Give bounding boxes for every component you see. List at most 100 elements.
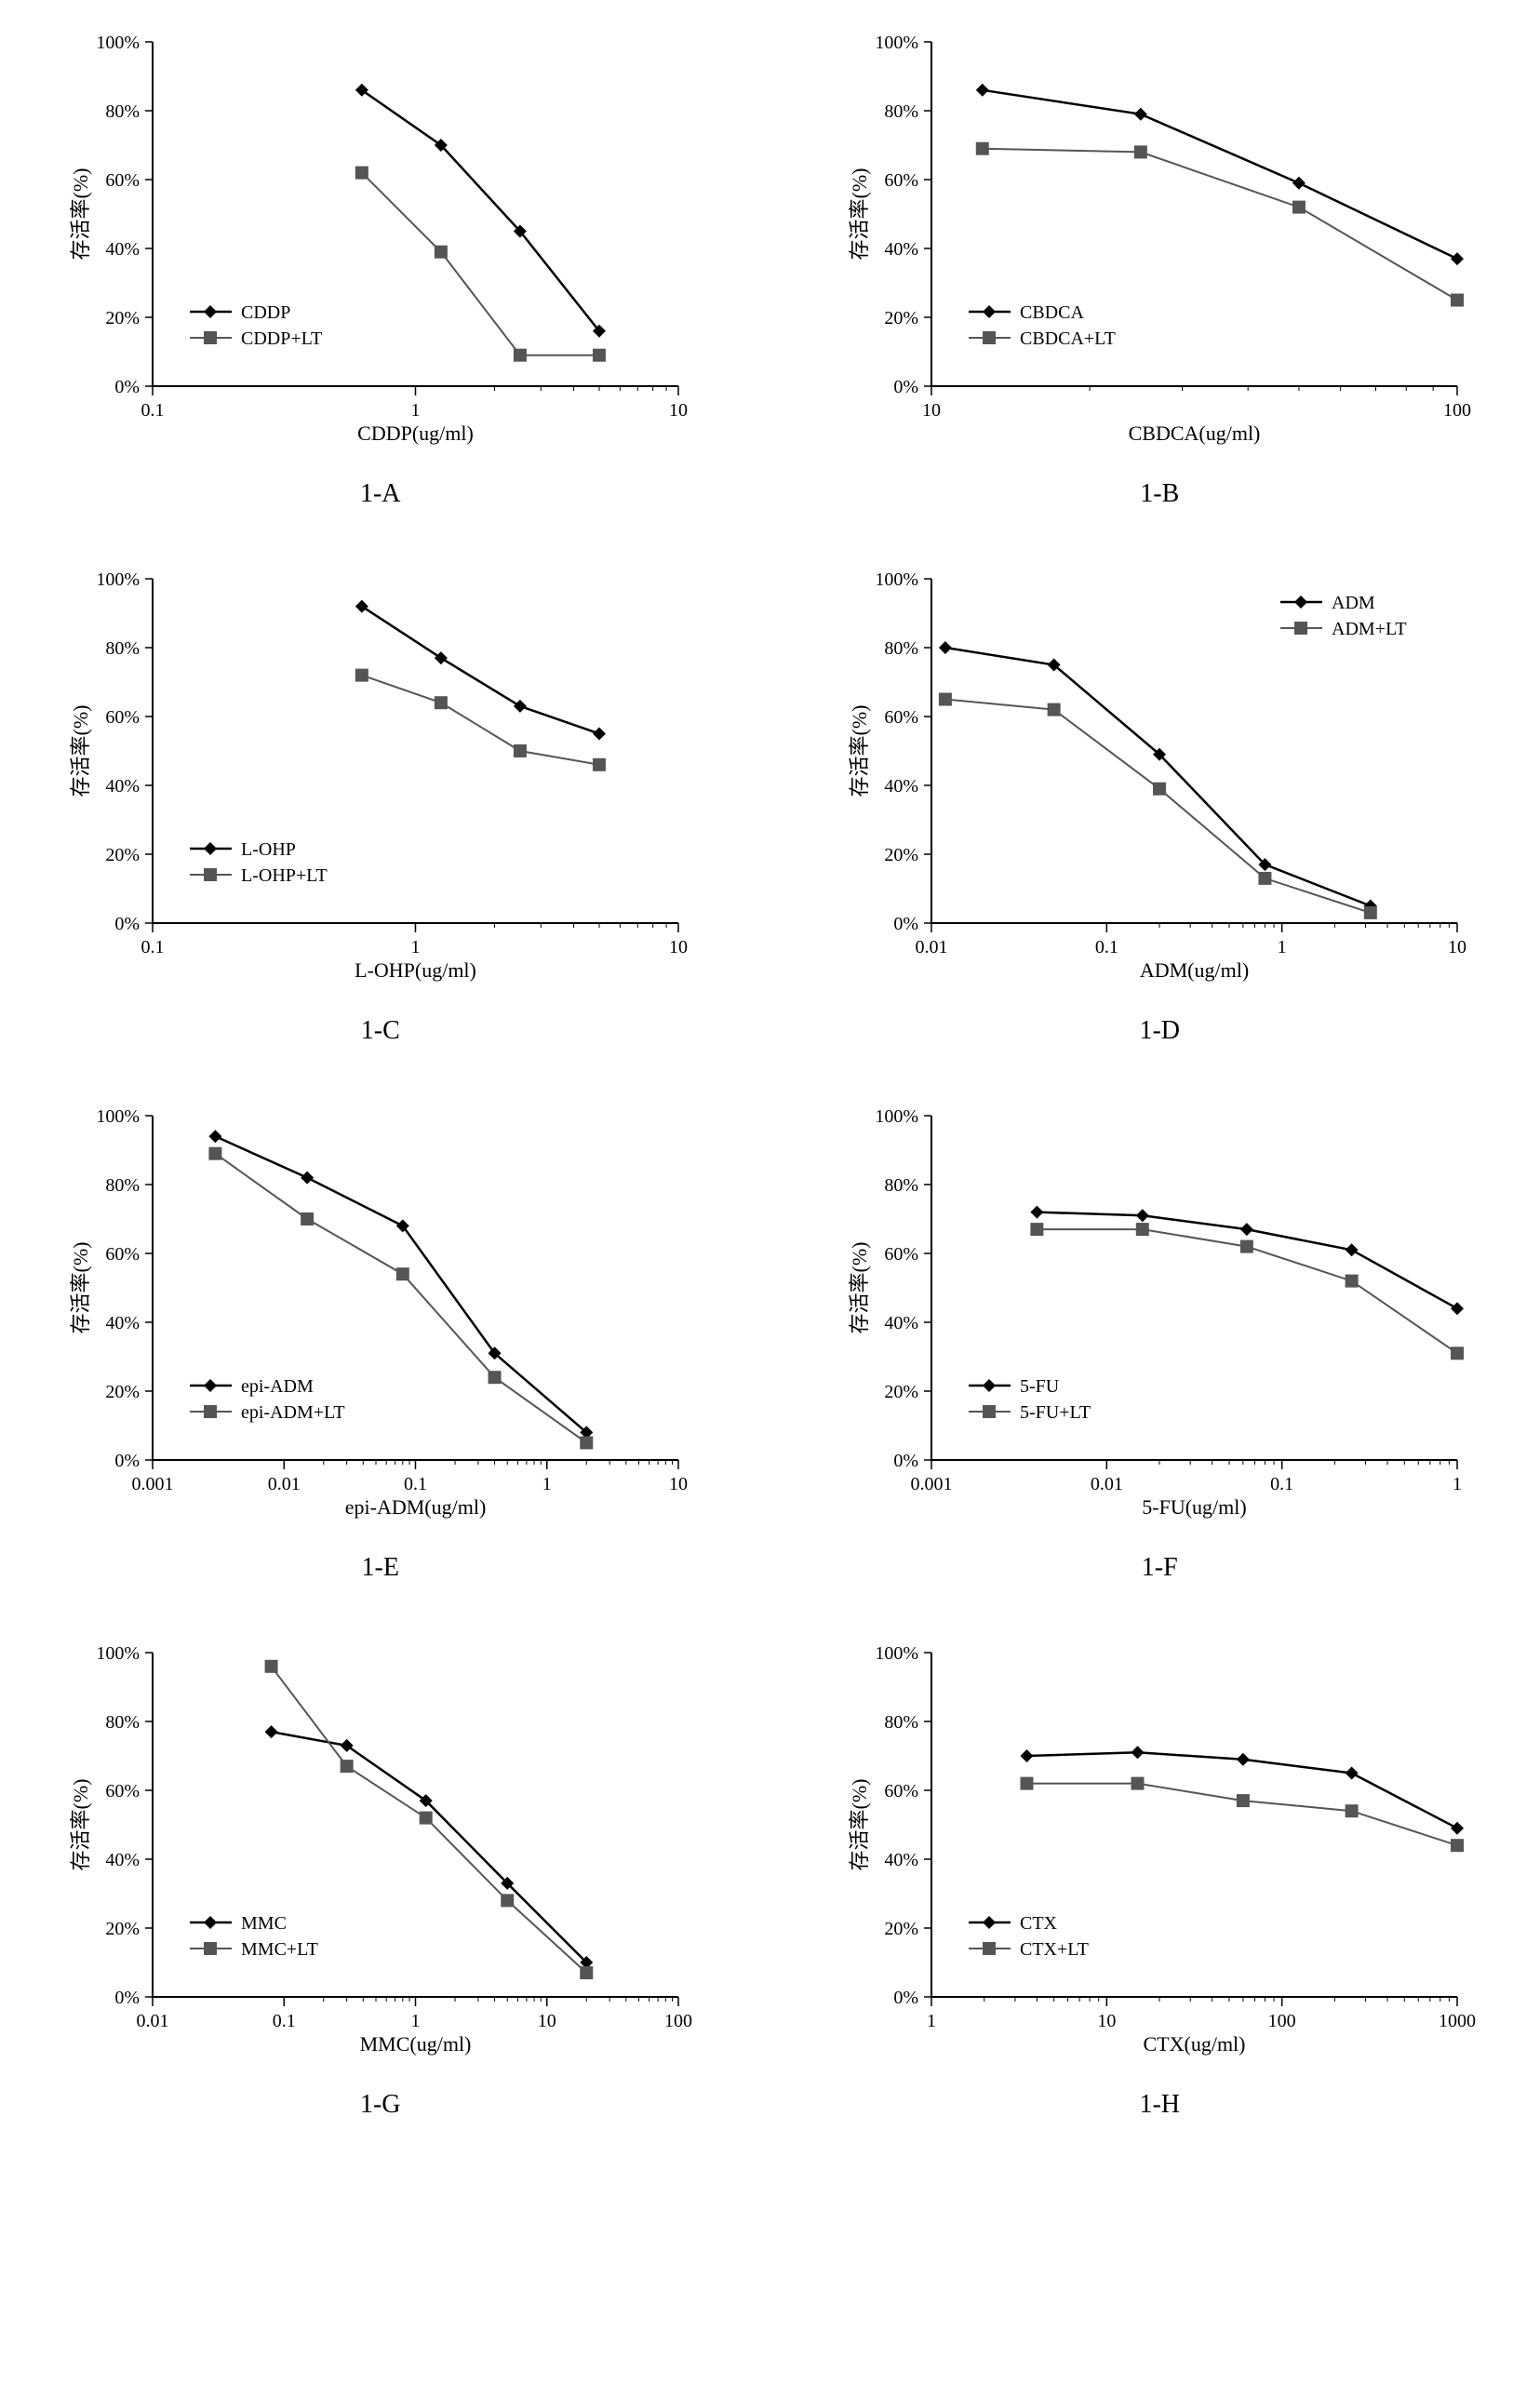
svg-text:ADM+LT: ADM+LT bbox=[1332, 619, 1407, 639]
chart-panel-1-F: 0%20%40%60%80%100%0.0010.010.11存活率(%)5-F… bbox=[808, 1102, 1513, 1583]
svg-text:0.001: 0.001 bbox=[911, 1474, 953, 1494]
chart-panel-1-D: 0%20%40%60%80%100%0.010.1110存活率(%)ADM(ug… bbox=[808, 565, 1513, 1046]
svg-text:60%: 60% bbox=[885, 170, 919, 191]
panel-label: 1-G bbox=[360, 2090, 401, 2120]
svg-text:20%: 20% bbox=[105, 845, 140, 865]
svg-text:5-FU(ug/ml): 5-FU(ug/ml) bbox=[1143, 1495, 1247, 1519]
svg-text:1: 1 bbox=[1453, 1474, 1462, 1494]
svg-text:100%: 100% bbox=[96, 1643, 140, 1664]
svg-text:10: 10 bbox=[669, 400, 688, 421]
chart-box: 0%20%40%60%80%100%1101001000存活率(%)CTX(ug… bbox=[843, 1639, 1476, 2067]
chart-box: 0% 20% 40% 60% 80% 100% 0.1 1 10 存活率(%) L-OHP(ug/m… bbox=[64, 565, 697, 993]
svg-text:80%: 80% bbox=[885, 638, 919, 659]
svg-text:20%: 20% bbox=[105, 308, 140, 328]
svg-text:CBDCA: CBDCA bbox=[1020, 302, 1084, 323]
svg-text:100%: 100% bbox=[96, 569, 140, 590]
svg-text:40%: 40% bbox=[105, 776, 140, 797]
svg-text:1: 1 bbox=[927, 2011, 936, 2031]
svg-text:0%: 0% bbox=[114, 1451, 140, 1471]
svg-text:0.1: 0.1 bbox=[404, 1474, 427, 1494]
svg-text:80%: 80% bbox=[105, 638, 140, 659]
svg-text:存活率(%): 存活率(%) bbox=[848, 1242, 871, 1334]
svg-text:20%: 20% bbox=[885, 1382, 919, 1402]
svg-text:0.1: 0.1 bbox=[141, 937, 164, 958]
svg-text:60%: 60% bbox=[105, 170, 140, 191]
svg-text:10: 10 bbox=[922, 400, 941, 421]
panel-label: 1-D bbox=[1139, 1016, 1180, 1046]
svg-text:40%: 40% bbox=[105, 239, 140, 260]
svg-text:CTX+LT: CTX+LT bbox=[1020, 1939, 1089, 1960]
panel-label: 1-B bbox=[1140, 479, 1179, 509]
svg-text:CBDCA(ug/ml): CBDCA(ug/ml) bbox=[1129, 422, 1261, 445]
chart-box: 0%20%40%60%80%100%0.010.1110存活率(%)ADM(ug… bbox=[843, 565, 1476, 993]
svg-text:10: 10 bbox=[669, 937, 688, 958]
panel-label: 1-E bbox=[362, 1553, 399, 1583]
svg-text:存活率(%): 存活率(%) bbox=[69, 1779, 92, 1871]
svg-text:0%: 0% bbox=[894, 1451, 919, 1471]
svg-text:60%: 60% bbox=[885, 1244, 919, 1265]
svg-text:CDDP+LT: CDDP+LT bbox=[241, 328, 322, 349]
svg-text:0%: 0% bbox=[114, 914, 140, 934]
svg-text:epi-ADM: epi-ADM bbox=[241, 1376, 314, 1397]
panel-label: 1-H bbox=[1139, 2090, 1180, 2120]
svg-text:0%: 0% bbox=[894, 914, 919, 934]
svg-text:0.1: 0.1 bbox=[273, 2011, 296, 2031]
panel-label: 1-C bbox=[361, 1016, 400, 1046]
svg-text:60%: 60% bbox=[885, 707, 919, 728]
svg-text:存活率(%): 存活率(%) bbox=[848, 1779, 871, 1871]
svg-text:L-OHP+LT: L-OHP+LT bbox=[241, 865, 328, 886]
svg-text:CTX(ug/ml): CTX(ug/ml) bbox=[1144, 2032, 1246, 2056]
svg-text:40%: 40% bbox=[885, 1313, 919, 1333]
svg-text:1: 1 bbox=[410, 400, 420, 421]
svg-text:0.01: 0.01 bbox=[1091, 1474, 1123, 1494]
svg-text:1: 1 bbox=[410, 2011, 420, 2031]
svg-text:40%: 40% bbox=[885, 239, 919, 260]
svg-text:80%: 80% bbox=[885, 1712, 919, 1733]
svg-text:epi-ADM(ug/ml): epi-ADM(ug/ml) bbox=[344, 1495, 486, 1519]
panel-label: 1-A bbox=[360, 479, 401, 509]
svg-text:10: 10 bbox=[538, 2011, 556, 2031]
svg-text:1: 1 bbox=[410, 937, 420, 958]
chart-box: 0%20%40%60%80%100%0.0010.010.1110存活率(%)e… bbox=[64, 1102, 697, 1530]
svg-text:60%: 60% bbox=[105, 1244, 140, 1265]
svg-text:40%: 40% bbox=[105, 1850, 140, 1870]
svg-text:存活率(%): 存活率(%) bbox=[69, 168, 92, 261]
svg-text:ADM(ug/ml): ADM(ug/ml) bbox=[1140, 958, 1249, 982]
svg-text:0.1: 0.1 bbox=[141, 400, 164, 421]
svg-text:CDDP: CDDP bbox=[241, 302, 290, 323]
svg-text:100: 100 bbox=[664, 2011, 692, 2031]
svg-text:5-FU+LT: 5-FU+LT bbox=[1020, 1402, 1091, 1423]
svg-text:100%: 100% bbox=[876, 33, 919, 53]
svg-text:0%: 0% bbox=[894, 377, 919, 397]
svg-text:80%: 80% bbox=[105, 1712, 140, 1733]
svg-text:100%: 100% bbox=[876, 1643, 919, 1664]
svg-text:0.1: 0.1 bbox=[1095, 937, 1118, 958]
chart-panel-1-E: 0%20%40%60%80%100%0.0010.010.1110存活率(%)e… bbox=[28, 1102, 733, 1583]
svg-text:MMC: MMC bbox=[241, 1913, 287, 1934]
svg-text:1: 1 bbox=[542, 1474, 552, 1494]
svg-text:CBDCA+LT: CBDCA+LT bbox=[1020, 328, 1116, 349]
svg-text:epi-ADM+LT: epi-ADM+LT bbox=[241, 1402, 345, 1423]
svg-text:CTX: CTX bbox=[1020, 1913, 1058, 1934]
svg-text:1000: 1000 bbox=[1439, 2011, 1476, 2031]
chart-box: 0%20%40%60%80%100%0.010.1110100存活率(%)MMC… bbox=[64, 1639, 697, 2067]
svg-text:60%: 60% bbox=[105, 707, 140, 728]
svg-text:5-FU: 5-FU bbox=[1020, 1376, 1060, 1397]
chart-box: 0%20%40%60%80%100%0.0010.010.11存活率(%)5-F… bbox=[843, 1102, 1476, 1530]
svg-text:60%: 60% bbox=[885, 1781, 919, 1801]
svg-text:80%: 80% bbox=[105, 1175, 140, 1196]
svg-text:0.01: 0.01 bbox=[136, 2011, 168, 2031]
svg-text:存活率(%): 存活率(%) bbox=[69, 705, 92, 797]
svg-text:60%: 60% bbox=[105, 1781, 140, 1801]
svg-text:CDDP(ug/ml): CDDP(ug/ml) bbox=[357, 422, 474, 445]
svg-text:存活率(%): 存活率(%) bbox=[848, 705, 871, 797]
svg-text:40%: 40% bbox=[885, 776, 919, 797]
svg-text:100: 100 bbox=[1443, 400, 1471, 421]
chart-panel-1-C: 0% 20% 40% 60% 80% 100% 0.1 1 10 存活率(%) L-OHP(ug/m… bbox=[28, 565, 733, 1046]
svg-text:0%: 0% bbox=[894, 1988, 919, 2008]
svg-text:L-OHP(ug/ml): L-OHP(ug/ml) bbox=[355, 958, 476, 982]
svg-text:100%: 100% bbox=[876, 1106, 919, 1127]
svg-text:100: 100 bbox=[1268, 2011, 1296, 2031]
svg-text:10: 10 bbox=[669, 1474, 688, 1494]
chart-panel-1-A: 0%20%40%60%80%100%0.1110存活率(%)CDDP(ug/ml… bbox=[28, 28, 733, 509]
